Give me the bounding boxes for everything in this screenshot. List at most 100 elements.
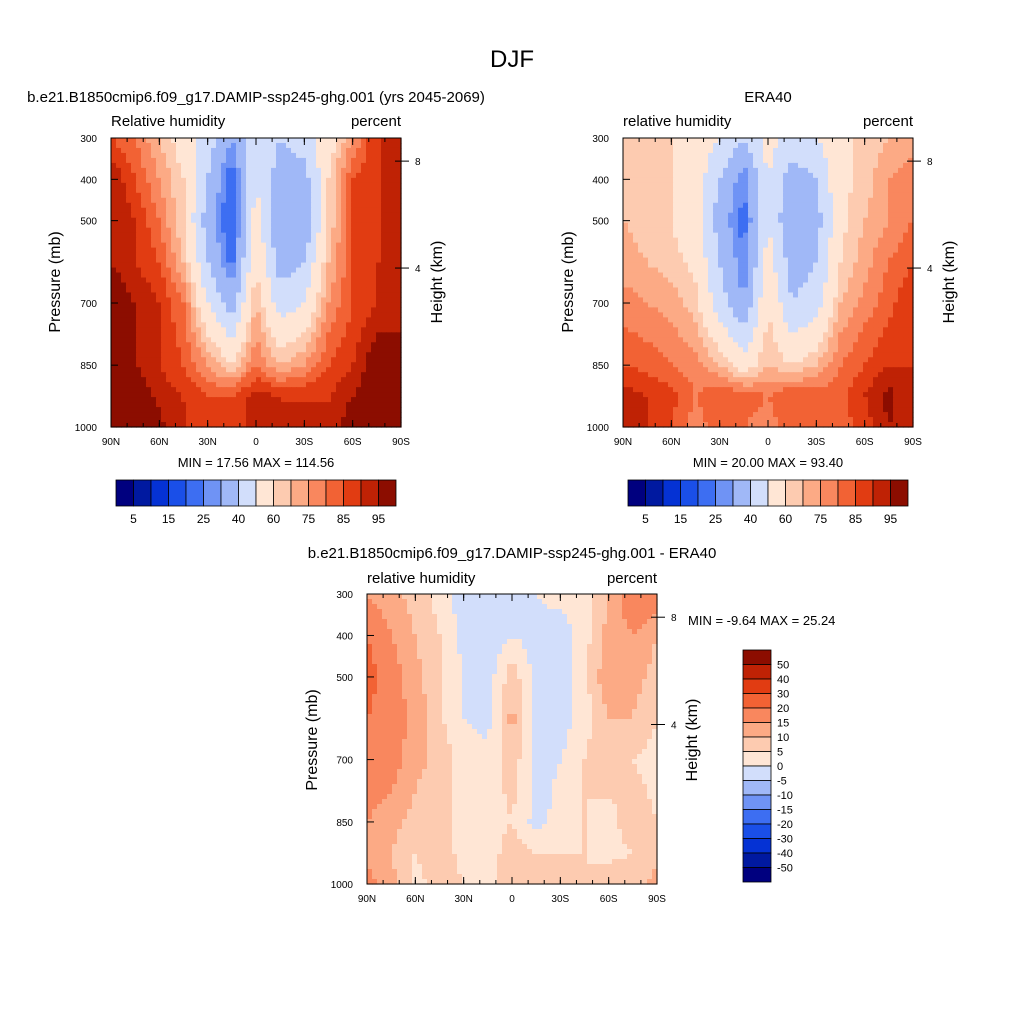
contour-cell [226,227,232,234]
contour-cell [903,202,909,209]
contour-cell [301,377,307,383]
contour-cell [893,227,899,234]
contour-cell [306,407,312,413]
contour-cell [186,412,192,418]
contour-cell [206,237,212,244]
contour-cell [391,347,397,353]
contour-cell [336,217,342,224]
contour-cell [853,157,859,164]
contour-cell [391,222,397,229]
contour-cell [878,257,884,264]
contour-cell [271,382,277,388]
contour-cell [246,277,252,284]
contour-cell [261,262,267,269]
contour-cell [311,282,317,289]
contour-cell [868,197,874,204]
contour-cell [266,292,272,299]
contour-cell [738,262,744,269]
contour-cell [306,287,312,294]
contour-cell [733,202,739,209]
contour-cell [111,352,117,358]
contour-cell [321,282,327,289]
contour-cell [316,412,322,418]
contour-cell [236,147,242,154]
contour-cell [196,172,202,179]
contour-cell [653,267,659,274]
contour-cell [668,162,674,169]
contour-cell [246,167,252,174]
contour-cell [346,417,352,423]
contour-cell [146,212,152,219]
contour-cell [678,187,684,194]
contour-cell [316,382,322,388]
contour-cell [116,332,122,338]
contour-cell [221,347,227,353]
contour-cell [346,307,352,313]
contour-cell [171,262,177,269]
contour-cell [803,212,809,219]
contour-cell [141,212,147,219]
contour-cell [151,402,157,408]
contour-cell [371,262,377,269]
contour-cell [658,207,664,214]
contour-cell [658,172,664,179]
contour-cell [221,237,227,244]
contour-cell [306,207,312,214]
contour-cell [381,242,387,249]
contour-cell [658,147,664,154]
contour-cell [788,217,794,224]
contour-cell [668,192,674,199]
contour-cell [326,322,332,328]
contour-cell [191,372,197,378]
contour-cell [276,222,282,229]
contour-cell [893,177,899,184]
contour-cell [386,247,392,254]
contour-cell [131,177,137,184]
contour-cell [361,187,367,194]
contour-cell [146,302,152,309]
contour-cell [256,327,262,333]
contour-cell [361,212,367,219]
contour-cell [883,197,889,204]
contour-cell [833,147,839,154]
contour-cell [231,422,237,428]
contour-cell [883,247,889,254]
contour-cell [703,262,709,269]
contour-cell [668,247,674,254]
contour-cell [818,172,824,179]
contour-cell [386,347,392,353]
contour-cell [818,202,824,209]
contour-cell [241,237,247,244]
contour-cell [306,167,312,174]
contour-cell [346,362,352,368]
contour-cell [853,152,859,159]
contour-cell [266,362,272,368]
contour-cell [768,257,774,264]
contour-cell [136,272,142,279]
contour-cell [196,372,202,378]
contour-cell [321,167,327,174]
contour-cell [136,387,142,393]
contour-cell [326,177,332,184]
contour-cell [321,152,327,159]
contour-cell [216,322,222,328]
contour-cell [196,187,202,194]
contour-cell [678,202,684,209]
contour-cell [216,372,222,378]
contour-cell [863,142,869,149]
contour-cell [281,357,287,363]
contour-cell [356,362,362,368]
contour-cell [713,222,719,229]
contour-cell [181,247,187,254]
contour-cell [828,157,834,164]
contour-cell [216,397,222,403]
contour-cell [286,242,292,249]
contour-cell [266,202,272,209]
contour-cell [351,277,357,284]
contour-cell [623,172,629,179]
contour-cell [638,192,644,199]
contour-cell [216,182,222,189]
contour-cell [391,337,397,343]
contour-cell [176,362,182,368]
contour-cell [241,317,247,323]
